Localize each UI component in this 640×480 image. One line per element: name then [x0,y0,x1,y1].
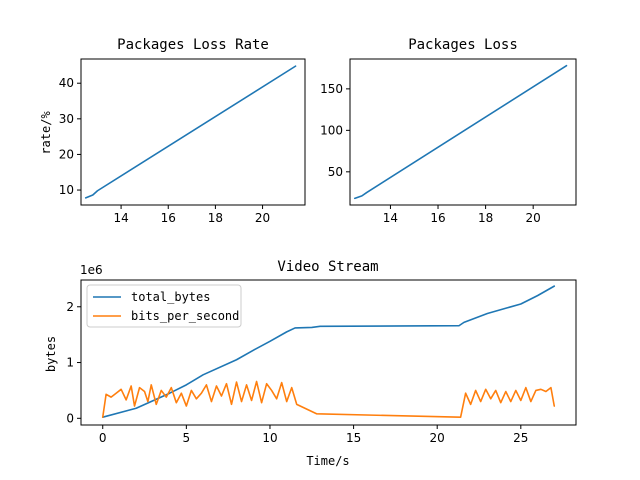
loss-series-loss-line [353,64,568,200]
video-stream-ytick-label: 1 [66,356,74,370]
loss-xtick-label: 20 [526,211,541,225]
loss-rate-xtick-label: 20 [255,211,270,225]
loss-axes-frame [349,58,577,206]
video-stream-ytick-label: 2 [66,300,74,314]
loss-rate-ytick-label: 10 [59,183,74,197]
loss-rate-marks: 14 16 18 20 10 20 30 40 [59,65,297,225]
loss-xtick-label: 16 [430,211,445,225]
loss-subplot: Packages Loss 14 16 18 20 50 100 150 [320,37,577,225]
loss-rate-ytick-label: 40 [59,76,74,90]
video-stream-xtick-label: 10 [262,431,277,445]
video-stream-xtick-label: 5 [183,431,191,445]
loss-rate-ytick-label: 30 [59,112,74,126]
legend-box [86,284,242,328]
loss-rate-ylabel: rate/% [39,111,53,155]
loss-rate-title: Packages Loss Rate [117,37,269,53]
video-stream-series-total-bytes-line [101,285,556,418]
loss-ytick-label: 100 [320,123,343,137]
legend: total_bytes bits_per_second [86,284,242,328]
loss-marks: 14 16 18 20 50 100 150 [320,64,568,225]
loss-ytick-label: 50 [328,165,343,179]
loss-rate-xtick-label: 18 [208,211,223,225]
legend-total-bytes-label: total_bytes [131,290,210,304]
video-stream-title: Video Stream [277,259,378,275]
loss-rate-series-loss-rate-line [84,65,297,199]
video-stream-xlabel: Time/s [306,454,349,468]
loss-rate-xtick-label: 14 [113,211,128,225]
video-stream-ytick-label: 0 [66,411,74,425]
y-offset-label: 1e6 [80,263,103,277]
loss-xtick-label: 14 [383,211,398,225]
loss-xtick-label: 18 [478,211,493,225]
loss-ytick-label: 150 [320,82,343,96]
video-stream-marks: 0 5 10 15 20 25 0 1 2 [66,285,556,445]
loss-title: Packages Loss [408,37,518,53]
video-stream-xtick-label: 15 [346,431,361,445]
loss-rate-subplot: Packages Loss Rate rate/% 14 16 18 20 10 20 30… [39,37,306,225]
loss-rate-axes-frame [80,58,306,206]
video-stream-xtick-label: 25 [513,431,528,445]
video-stream-ylabel: bytes [44,336,58,372]
video-stream-xtick-label: 0 [99,431,107,445]
loss-rate-xtick-label: 16 [161,211,176,225]
video-stream-xtick-label: 20 [430,431,445,445]
video-stream-axes-frame [80,279,577,426]
video-stream-subplot: Video Stream 1e6 Time/s bytes 0 5 10 15 20 25… [44,259,577,468]
loss-rate-ytick-label: 20 [59,147,74,161]
video-stream-series-bits-per-second-line [101,380,556,418]
legend-bits-per-second-label: bits_per_second [131,309,239,323]
